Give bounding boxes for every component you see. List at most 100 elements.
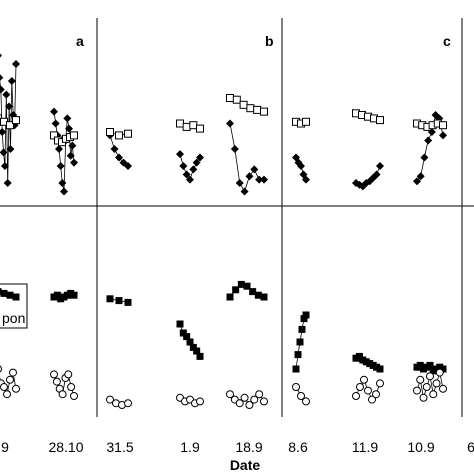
data-point-filled-square: [300, 315, 308, 323]
data-point-diamond: [0, 74, 4, 81]
data-point-diamond: [58, 179, 67, 187]
data-point-diamond: [235, 179, 244, 187]
data-point-open-circle: [64, 370, 73, 379]
data-point-open-circle: [124, 399, 132, 408]
data-point-open-square: [196, 124, 204, 133]
data-point-diamond: [413, 177, 421, 186]
data-point-open-circle: [439, 384, 447, 393]
data-point-open-circle: [58, 390, 67, 399]
data-point-diamond: [196, 153, 204, 162]
data-point-diamond: [424, 136, 433, 145]
data-point-open-square: [253, 105, 262, 114]
data-point-filled-square: [416, 361, 424, 369]
data-point-diamond: [5, 102, 14, 111]
data-point-filled-square: [186, 338, 194, 346]
data-point-filled-square: [6, 291, 14, 299]
x-tick-label: 1.9: [180, 439, 200, 455]
data-point-diamond: [2, 90, 11, 99]
data-point-filled-square: [232, 286, 240, 294]
data-point-diamond: [0, 85, 5, 94]
data-point-diamond: [416, 172, 425, 181]
data-point-diamond: [376, 162, 384, 170]
data-point-diamond: [0, 162, 9, 170]
data-point-diamond: [182, 170, 191, 179]
data-point-filled-square: [355, 352, 363, 360]
legend-label: pon: [2, 310, 25, 326]
series-line: [0, 63, 17, 184]
data-point-diamond: [245, 172, 254, 181]
panel-label-b: b: [265, 33, 274, 49]
data-point-open-square: [124, 129, 132, 138]
data-point-open-square: [246, 104, 255, 113]
data-point-open-circle: [413, 386, 421, 395]
data-point-diamond: [68, 141, 77, 150]
data-point-open-square: [115, 131, 123, 140]
data-point-filled-square: [296, 338, 304, 346]
data-point-open-square: [70, 131, 78, 140]
data-point-diamond: [0, 148, 8, 157]
data-point-open-circle: [245, 401, 254, 409]
data-point-open-circle: [297, 392, 305, 400]
data-point-filled-square: [115, 297, 123, 305]
x-tick-label: 11.9: [352, 439, 378, 455]
data-point-diamond: [51, 119, 60, 128]
data-point-open-circle: [250, 395, 259, 404]
data-point-open-circle: [6, 375, 14, 384]
data-point-diamond: [50, 107, 58, 116]
data-point-diamond: [186, 175, 194, 184]
data-point-filled-square: [0, 289, 8, 297]
data-point-diamond: [63, 114, 72, 123]
data-point-filled-square: [70, 291, 78, 299]
x-tick-label: 28.10: [48, 439, 83, 455]
data-point-open-circle: [196, 397, 204, 406]
data-point-diamond: [56, 162, 65, 170]
data-point-open-square: [106, 128, 114, 136]
data-point-diamond: [7, 77, 16, 85]
data-point-open-circle: [260, 397, 268, 406]
data-point-diamond: [0, 128, 7, 136]
data-point-open-circle: [240, 393, 249, 402]
data-point-open-circle: [372, 390, 380, 399]
x-axis-label: Date: [230, 457, 261, 473]
data-point-open-square: [189, 121, 198, 130]
data-point-diamond: [0, 53, 2, 58]
data-point-open-circle: [416, 375, 425, 384]
data-point-diamond: [110, 145, 119, 153]
data-point-filled-square: [196, 352, 204, 360]
data-point-filled-square: [226, 293, 234, 301]
data-point-open-circle: [0, 365, 2, 373]
data-point-diamond: [55, 145, 63, 153]
data-point-open-circle: [292, 383, 300, 391]
data-point-diamond: [255, 175, 264, 184]
x-tick-label: 8.6: [288, 439, 308, 455]
data-point-open-circle: [422, 383, 431, 391]
data-point-diamond: [230, 145, 239, 153]
data-point-filled-square: [183, 333, 191, 341]
data-point-open-square: [439, 121, 447, 130]
data-point-filled-square: [260, 293, 268, 301]
data-point-filled-square: [376, 365, 384, 373]
data-point-filled-square: [243, 282, 251, 290]
data-point-filled-square: [176, 320, 184, 328]
data-point-open-circle: [360, 375, 368, 384]
data-point-diamond: [420, 153, 429, 162]
data-point-filled-square: [439, 365, 447, 373]
data-point-filled-square: [124, 298, 132, 306]
data-point-diamond: [115, 153, 123, 162]
data-point-diamond: [179, 162, 188, 170]
data-point-diamond: [70, 158, 78, 167]
x-tick-label: 10.9: [407, 439, 434, 455]
data-point-open-circle: [3, 390, 11, 399]
data-point-open-circle: [376, 379, 384, 388]
data-point-diamond: [66, 151, 75, 160]
data-point-open-circle: [50, 370, 58, 379]
data-point-open-circle: [12, 384, 20, 393]
data-point-open-circle: [368, 395, 376, 404]
data-point-open-circle: [419, 393, 428, 402]
data-point-diamond: [250, 165, 259, 174]
data-point-open-circle: [302, 397, 310, 406]
data-point-diamond: [260, 175, 268, 184]
x-tick-label: 18.9: [235, 439, 262, 455]
data-point-open-circle: [226, 390, 234, 399]
